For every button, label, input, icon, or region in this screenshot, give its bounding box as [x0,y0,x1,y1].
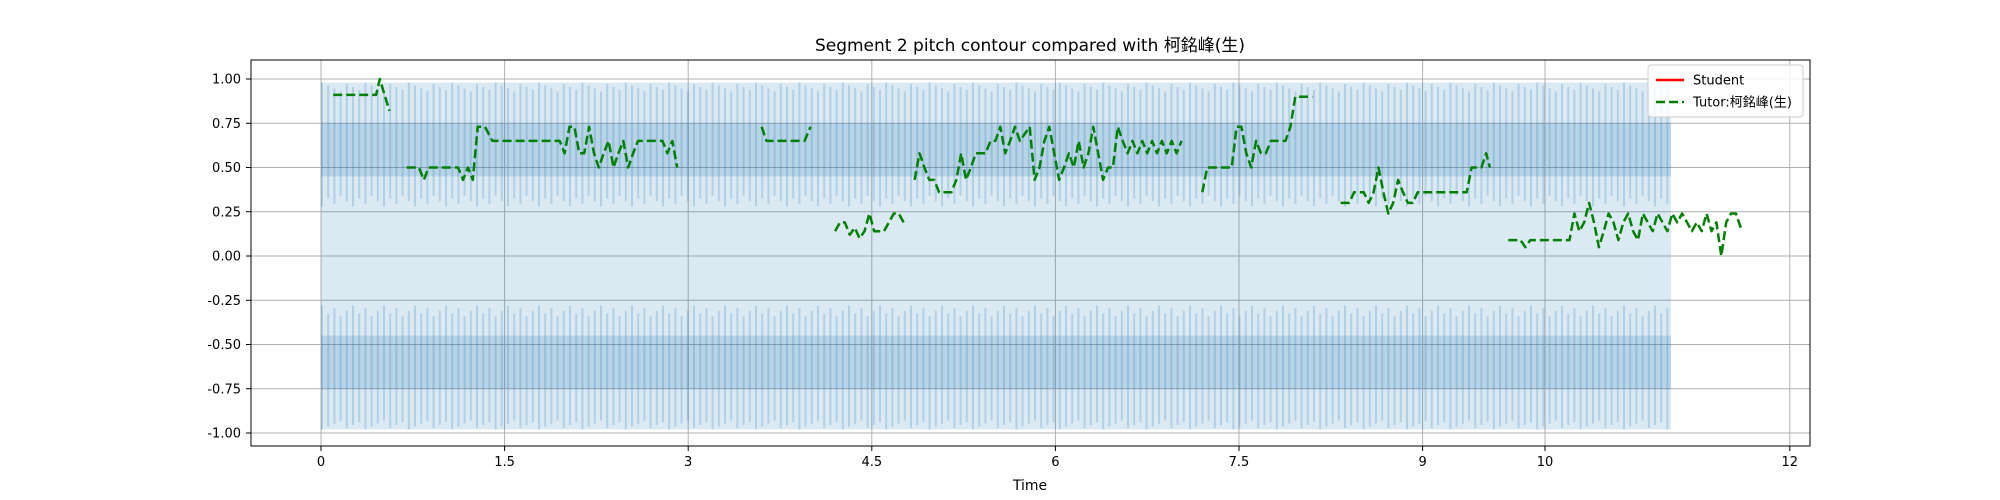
tutor-pitch-segment [760,126,812,143]
chart-title: Segment 2 pitch contour compared with 柯銘… [815,36,1245,56]
legend-label: Student [1693,74,1744,89]
y-tick-label: -1.00 [207,427,241,442]
y-tick-label: 0.75 [212,117,241,132]
legend-label: Tutor:柯銘峰(生) [1692,96,1792,111]
tutor-pitch-segment [1508,201,1742,258]
y-tick-label: -0.75 [207,382,241,397]
x-tick-label: 10 [1537,455,1554,470]
x-tick-label: 4.5 [861,455,882,470]
x-axis-label: Time [1012,478,1047,494]
x-tick-label: 0 [317,455,325,470]
waveform-strokes [321,82,1669,430]
waveform-core-upper [321,123,1672,177]
y-tick-label: 0.50 [212,161,241,176]
x-tick-label: 12 [1782,455,1799,470]
tutor-pitch-segment [1201,95,1313,193]
y-tick-label: -0.25 [207,294,241,309]
grid [251,60,1810,446]
legend: Student Tutor:柯銘峰(生) [1647,64,1804,118]
y-tick-label: 0.00 [212,250,241,265]
y-tick-label: 0.25 [212,205,241,220]
tutor-pitch-segment [834,212,905,240]
series-group [333,77,1742,258]
x-tick-label: 9 [1418,455,1426,470]
tutor-pitch-segment [406,125,679,182]
x-tick-label: 7.5 [1229,455,1250,470]
waveform-core-lower [321,335,1672,389]
tutor-pitch-segment [333,77,391,112]
plot-area [251,60,1810,446]
waveform-area [321,82,1672,430]
x-tick-label: 1.5 [494,455,515,470]
x-axis: 0 1.5 3 4.5 6 7.5 9 10 12 [317,446,1798,470]
plot-frame [250,59,1811,447]
x-tick-label: 6 [1051,455,1059,470]
tutor-pitch-segment [1340,152,1492,215]
legend-box [1647,64,1804,118]
x-tick-label: 3 [684,455,692,470]
y-axis: 1.00 0.75 0.50 0.25 0.00 -0.25 -0.50 -0.75 -1.00 [207,73,251,442]
y-tick-label: -0.50 [207,338,241,353]
tutor-pitch-segment [913,125,1183,194]
y-tick-label: 1.00 [212,73,241,88]
